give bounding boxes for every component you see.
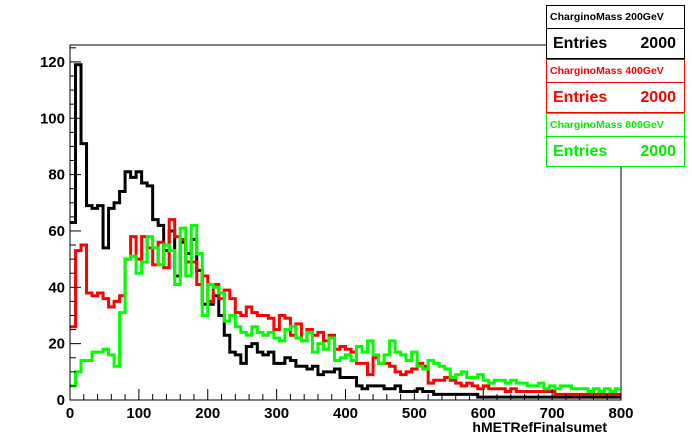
- stats-entries-value-800gev: 2000: [640, 143, 676, 160]
- x-tick-label: 600: [471, 405, 496, 422]
- x-tick-label: 0: [66, 405, 74, 422]
- x-tick-label: 400: [333, 405, 358, 422]
- stats-title-400gev: CharginoMass 400GeV: [547, 60, 684, 83]
- stats-row-400gev: Entries 2000: [547, 83, 684, 112]
- x-tick-label: 700: [540, 405, 565, 422]
- y-tick-label: 20: [48, 336, 65, 353]
- stats-entries-label-200gev: Entries: [553, 35, 608, 52]
- y-tick-label: 100: [40, 110, 65, 127]
- y-tick-label: 0: [57, 392, 65, 409]
- x-tick-label: 200: [195, 405, 220, 422]
- stats-box-200gev: CharginoMass 200GeV Entries 2000: [546, 5, 685, 59]
- axis-layer: 0 100 200 300 400 500 600 700 800 0 20 40 60 80 100 120: [40, 45, 634, 422]
- histogram-series-2: [70, 218, 621, 396]
- y-tick-label: 120: [40, 54, 65, 71]
- x-tick-label: 800: [608, 405, 633, 422]
- stats-entries-label-400gev: Entries: [553, 89, 608, 106]
- stats-entries-value-200gev: 2000: [640, 35, 676, 52]
- plot-frame: [69, 44, 622, 401]
- y-tick-label: 80: [48, 167, 65, 184]
- stats-row-800gev: Entries 2000: [547, 137, 684, 166]
- x-axis-title: hMETRefFinalsumet: [472, 419, 607, 435]
- x-tick-label: 500: [402, 405, 427, 422]
- series-layer: [70, 63, 621, 399]
- x-tick-label: 300: [264, 405, 289, 422]
- stats-title-800gev: CharginoMass 800GeV: [547, 114, 684, 137]
- stats-title-200gev: CharginoMass 200GeV: [547, 6, 684, 29]
- histogram-series-3: [70, 223, 621, 394]
- histogram-series-1: [70, 63, 621, 399]
- stats-entries-label-800gev: Entries: [553, 143, 608, 160]
- y-tick-label: 60: [48, 223, 65, 240]
- stats-row-200gev: Entries 2000: [547, 29, 684, 58]
- y-tick-label: 40: [48, 279, 65, 296]
- stats-entries-value-400gev: 2000: [640, 89, 676, 106]
- stats-box-400gev: CharginoMass 400GeV Entries 2000: [546, 59, 685, 113]
- x-tick-label: 100: [126, 405, 151, 422]
- stats-box-800gev: CharginoMass 800GeV Entries 2000: [546, 113, 685, 167]
